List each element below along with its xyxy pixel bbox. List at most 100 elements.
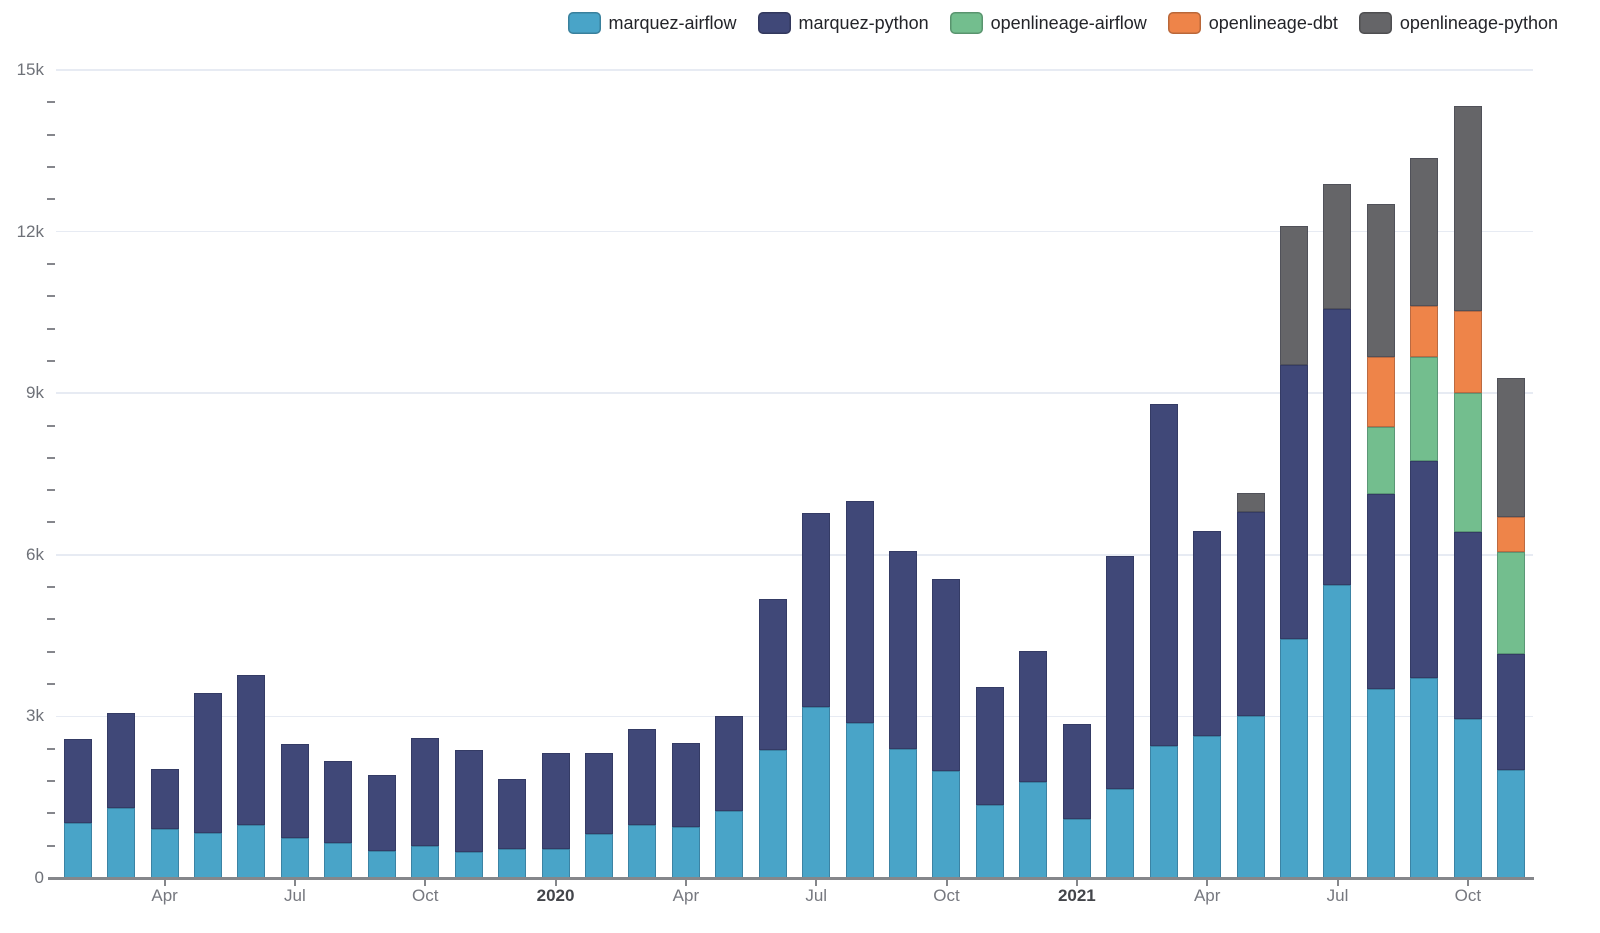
bar-2019-02: [63, 739, 92, 878]
bar-segment-marquez-airflow[interactable]: [1279, 639, 1308, 878]
bar-2019-06: [237, 675, 266, 878]
bar-2020-05: [715, 716, 744, 878]
bar-segment-marquez-python[interactable]: [1279, 365, 1308, 640]
bar-segment-marquez-airflow[interactable]: [194, 833, 223, 878]
bar-column-2019-12: [490, 70, 533, 878]
bar-segment-marquez-airflow[interactable]: [498, 849, 527, 878]
bar-segment-marquez-python[interactable]: [150, 769, 179, 829]
bar-segment-marquez-airflow[interactable]: [1497, 770, 1526, 878]
y-minor-tick: [47, 844, 55, 847]
bar-segment-marquez-python[interactable]: [1106, 556, 1135, 789]
bar-segment-openlineage-dbt[interactable]: [1453, 311, 1482, 394]
bar-segment-marquez-python[interactable]: [63, 739, 92, 824]
bar-segment-marquez-airflow[interactable]: [802, 706, 831, 878]
bar-segment-marquez-python[interactable]: [845, 501, 874, 724]
bar-segment-marquez-python[interactable]: [628, 728, 657, 825]
legend-item-marquez-python[interactable]: marquez-python: [757, 12, 929, 34]
bar-segment-marquez-python[interactable]: [324, 760, 353, 843]
bar-segment-marquez-python[interactable]: [1236, 511, 1265, 717]
bar-column-2019-10: [404, 70, 447, 878]
bar-segment-openlineage-python[interactable]: [1366, 204, 1395, 357]
bar-segment-marquez-python[interactable]: [280, 743, 309, 839]
bar-segment-openlineage-python[interactable]: [1497, 377, 1526, 517]
bar-segment-marquez-airflow[interactable]: [63, 823, 92, 878]
bar-segment-openlineage-dbt[interactable]: [1410, 305, 1439, 357]
bar-segment-marquez-python[interactable]: [541, 753, 570, 849]
legend-item-openlineage-airflow[interactable]: openlineage-airflow: [949, 12, 1147, 34]
bar-segment-marquez-airflow[interactable]: [411, 846, 440, 878]
bar-segment-marquez-python[interactable]: [932, 579, 961, 771]
bar-segment-marquez-airflow[interactable]: [1062, 818, 1091, 878]
bar-segment-marquez-airflow[interactable]: [1366, 689, 1395, 878]
bar-segment-marquez-python[interactable]: [367, 774, 396, 851]
bar-segment-openlineage-python[interactable]: [1323, 184, 1352, 310]
bar-segment-marquez-airflow[interactable]: [845, 723, 874, 878]
bar-segment-marquez-python[interactable]: [1453, 531, 1482, 719]
bar-segment-marquez-airflow[interactable]: [975, 805, 1004, 878]
bar-segment-marquez-python[interactable]: [715, 716, 744, 812]
bar-column-2020-01: [534, 70, 577, 878]
bar-column-2020-06: [751, 70, 794, 878]
bar-segment-marquez-airflow[interactable]: [237, 824, 266, 878]
y-minor-tick: [47, 133, 55, 136]
bar-segment-marquez-airflow[interactable]: [671, 827, 700, 878]
bar-segment-marquez-airflow[interactable]: [1410, 677, 1439, 878]
bar-segment-marquez-airflow[interactable]: [1193, 736, 1222, 878]
bar-segment-marquez-airflow[interactable]: [758, 750, 787, 878]
bar-segment-marquez-airflow[interactable]: [324, 843, 353, 878]
bar-segment-marquez-airflow[interactable]: [1236, 716, 1265, 878]
bar-segment-marquez-airflow[interactable]: [107, 807, 136, 878]
bar-segment-marquez-python[interactable]: [1193, 531, 1222, 737]
bar-segment-marquez-python[interactable]: [1019, 650, 1048, 782]
bar-segment-marquez-python[interactable]: [411, 737, 440, 847]
bar-segment-marquez-python[interactable]: [194, 692, 223, 834]
bar-segment-marquez-airflow[interactable]: [1106, 788, 1135, 878]
legend-item-marquez-airflow[interactable]: marquez-airflow: [567, 12, 737, 34]
bar-segment-marquez-python[interactable]: [889, 551, 918, 750]
bar-segment-marquez-airflow[interactable]: [1453, 718, 1482, 878]
bar-segment-marquez-airflow[interactable]: [150, 828, 179, 878]
bar-segment-marquez-python[interactable]: [107, 712, 136, 808]
bar-segment-marquez-airflow[interactable]: [932, 770, 961, 878]
bar-segment-marquez-python[interactable]: [498, 779, 527, 850]
bar-segment-openlineage-python[interactable]: [1236, 493, 1265, 512]
bar-segment-openlineage-python[interactable]: [1453, 105, 1482, 312]
bar-segment-marquez-airflow[interactable]: [628, 824, 657, 878]
bar-segment-marquez-airflow[interactable]: [541, 848, 570, 878]
bar-segment-marquez-python[interactable]: [975, 686, 1004, 806]
bar-segment-marquez-airflow[interactable]: [1019, 781, 1048, 878]
bar-segment-openlineage-airflow[interactable]: [1410, 356, 1439, 461]
bar-segment-openlineage-airflow[interactable]: [1453, 393, 1482, 532]
bar-segment-marquez-python[interactable]: [1062, 724, 1091, 819]
bar-segment-marquez-python[interactable]: [1366, 494, 1395, 690]
bar-2019-08: [324, 760, 353, 878]
bar-segment-marquez-python[interactable]: [802, 512, 831, 707]
bar-segment-marquez-python[interactable]: [454, 749, 483, 852]
bar-segment-marquez-python[interactable]: [1497, 653, 1526, 771]
bar-segment-marquez-airflow[interactable]: [1323, 584, 1352, 878]
bar-segment-openlineage-python[interactable]: [1410, 157, 1439, 306]
bar-segment-openlineage-airflow[interactable]: [1497, 552, 1526, 654]
bar-segment-marquez-python[interactable]: [1410, 460, 1439, 678]
bar-segment-marquez-airflow[interactable]: [280, 838, 309, 878]
bar-segment-marquez-python[interactable]: [584, 752, 613, 834]
bar-segment-marquez-airflow[interactable]: [1149, 745, 1178, 878]
bar-segment-marquez-python[interactable]: [671, 742, 700, 828]
bar-segment-openlineage-airflow[interactable]: [1366, 427, 1395, 495]
bar-segment-marquez-airflow[interactable]: [715, 811, 744, 878]
bar-segment-marquez-python[interactable]: [237, 675, 266, 825]
bar-segment-marquez-python[interactable]: [1149, 404, 1178, 746]
bar-segment-openlineage-dbt[interactable]: [1497, 516, 1526, 553]
bar-segment-openlineage-dbt[interactable]: [1366, 356, 1395, 428]
bar-segment-marquez-python[interactable]: [1323, 309, 1352, 585]
bar-segment-marquez-airflow[interactable]: [454, 851, 483, 878]
y-minor-tick: [47, 456, 55, 459]
bar-segment-marquez-airflow[interactable]: [367, 850, 396, 878]
bar-segment-marquez-python[interactable]: [758, 598, 787, 751]
bar-column-2020-11: [968, 70, 1011, 878]
legend-item-openlineage-dbt[interactable]: openlineage-dbt: [1167, 12, 1338, 34]
legend-item-openlineage-python[interactable]: openlineage-python: [1358, 12, 1558, 34]
bar-segment-marquez-airflow[interactable]: [889, 749, 918, 878]
bar-segment-openlineage-python[interactable]: [1279, 225, 1308, 366]
bar-segment-marquez-airflow[interactable]: [584, 833, 613, 878]
